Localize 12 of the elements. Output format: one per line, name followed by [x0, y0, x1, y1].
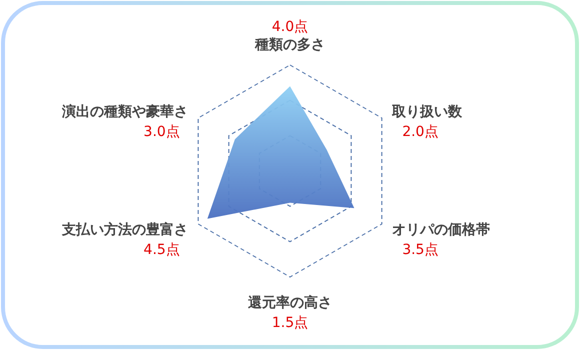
text: 3.5点 — [402, 242, 438, 258]
text: 4.0点 — [272, 19, 308, 35]
spoke-label: 取り扱い数 — [391, 104, 464, 120]
text: 1.5点 — [272, 315, 308, 331]
spoke-label: 演出の種類や豪華さ — [60, 103, 188, 120]
spoke-label: 支払い方法の豊富さ — [60, 221, 188, 238]
spoke-label: 還元率の高さ — [247, 294, 332, 311]
text: 2.0点 — [402, 124, 438, 140]
text: 3.0点 — [144, 124, 180, 140]
spoke-label: オリパの価格帯 — [392, 222, 490, 238]
spoke-label: 種類の多さ — [254, 37, 325, 53]
text: 4.5点 — [144, 242, 180, 258]
